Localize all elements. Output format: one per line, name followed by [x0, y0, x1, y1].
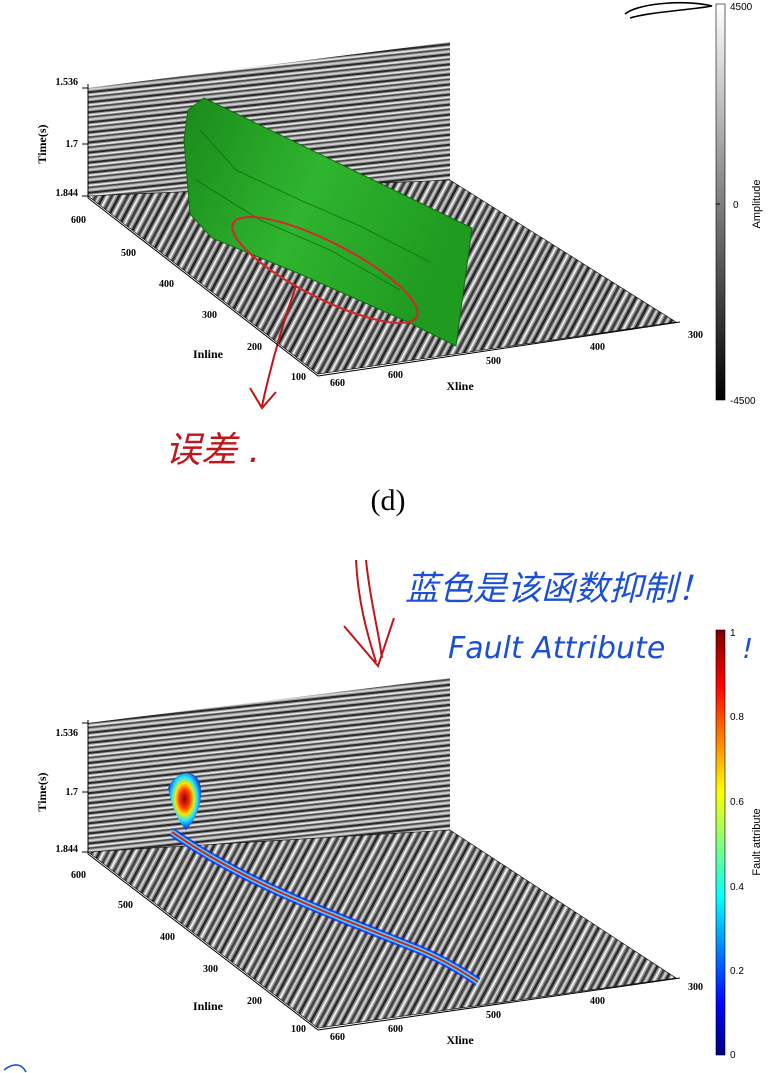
fault-attribute-3d-plot: 1.536 1.7 1.844 Time(s) 600 500 400 300 …: [3, 559, 763, 1073]
time-axis-label: Time(s): [35, 124, 49, 163]
time-tick-0: 1.536: [56, 77, 79, 88]
inline-tick-5: 100: [291, 372, 306, 383]
fault-attribute-panel: 1.536 1.7 1.844 Time(s) 600 500 400 300 …: [0, 530, 776, 1073]
inline-tick-0: 600: [71, 870, 86, 881]
horizontal-seismic-slice: [88, 830, 676, 1028]
inline-tick-4: 200: [247, 342, 262, 353]
colorbar-tick-4: 0.2: [730, 966, 744, 977]
vertical-seismic-section: [88, 678, 450, 852]
blue-scribble: [3, 1064, 27, 1073]
xline-tick-1: 600: [388, 1024, 403, 1035]
amplitude-colorbar: [715, 3, 726, 401]
inline-tick-4: 200: [247, 996, 262, 1007]
scribble-mark: [624, 1, 713, 19]
figure-caption: (d): [370, 484, 406, 517]
fault-trace-core: [171, 831, 479, 983]
inline-axis-label: Inline: [193, 347, 224, 361]
blue-note-line2: Fault Attribute: [448, 631, 665, 666]
error-highlight-ellipse: [231, 215, 419, 325]
xline-tick-1: 600: [388, 370, 403, 381]
fault-surface: [183, 97, 473, 347]
inline-tick-2: 400: [159, 279, 174, 290]
time-tick-2: 1.844: [56, 188, 79, 199]
colorbar-label: Fault attribute: [751, 808, 763, 875]
xline-axis-label: Xline: [446, 379, 474, 393]
time-tick-1: 1.7: [66, 139, 79, 150]
red-arrow: [343, 617, 395, 668]
xline-tick-2: 500: [486, 1010, 501, 1021]
xline-tick-3: 400: [590, 996, 605, 1007]
xline-axis-label: Xline: [446, 1033, 474, 1047]
xline-tick-0: 660: [330, 378, 345, 389]
inline-tick-5: 100: [291, 1024, 306, 1035]
colorbar-tick-1: 0.8: [730, 712, 744, 723]
vertical-seismic-section: [88, 42, 450, 196]
colorbar-tick-1: 0: [733, 200, 739, 211]
time-axis-label: Time(s): [35, 772, 49, 811]
colorbar-tick-5: 0: [730, 1050, 736, 1061]
colorbar-tick-2: 0.6: [730, 797, 744, 808]
inline-tick-2: 400: [160, 932, 175, 943]
time-tick-0: 1.536: [56, 728, 79, 739]
inline-tick-1: 500: [121, 248, 136, 259]
xline-tick-0: 660: [330, 1032, 345, 1043]
xline-tick-4: 300: [688, 330, 703, 341]
colorbar-tick-0: 1: [730, 628, 736, 639]
fault-attribute-colorbar: [715, 629, 726, 1056]
time-tick-2: 1.844: [56, 844, 79, 855]
inline-tick-3: 300: [203, 964, 218, 975]
xline-tick-3: 400: [590, 342, 605, 353]
amplitude-3d-plot: 1.536 1.7 1.844 Time(s) 600 500 400 300 …: [35, 1, 763, 471]
inline-tick-3: 300: [202, 310, 217, 321]
fault-attribute-blob: [168, 773, 202, 830]
error-note: 误差 .: [165, 430, 260, 471]
inline-tick-1: 500: [118, 900, 133, 911]
colorbar-tick-0: 4500: [730, 2, 753, 13]
inline-tick-0: 600: [71, 215, 86, 226]
xline-tick-4: 300: [688, 982, 703, 993]
blue-note-line1: 蓝色是该函数抑制！: [405, 569, 711, 609]
amplitude-panel: 1.536 1.7 1.844 Time(s) 600 500 400 300 …: [0, 0, 776, 480]
xline-tick-2: 500: [486, 356, 501, 367]
colorbar-tick-2: -4500: [730, 396, 756, 407]
colorbar-label: Amplitude: [751, 180, 763, 229]
inline-axis-label: Inline: [193, 999, 224, 1013]
blue-note-mark: !: [742, 632, 753, 665]
colorbar-tick-3: 0.4: [730, 882, 744, 893]
time-tick-1: 1.7: [66, 787, 79, 798]
